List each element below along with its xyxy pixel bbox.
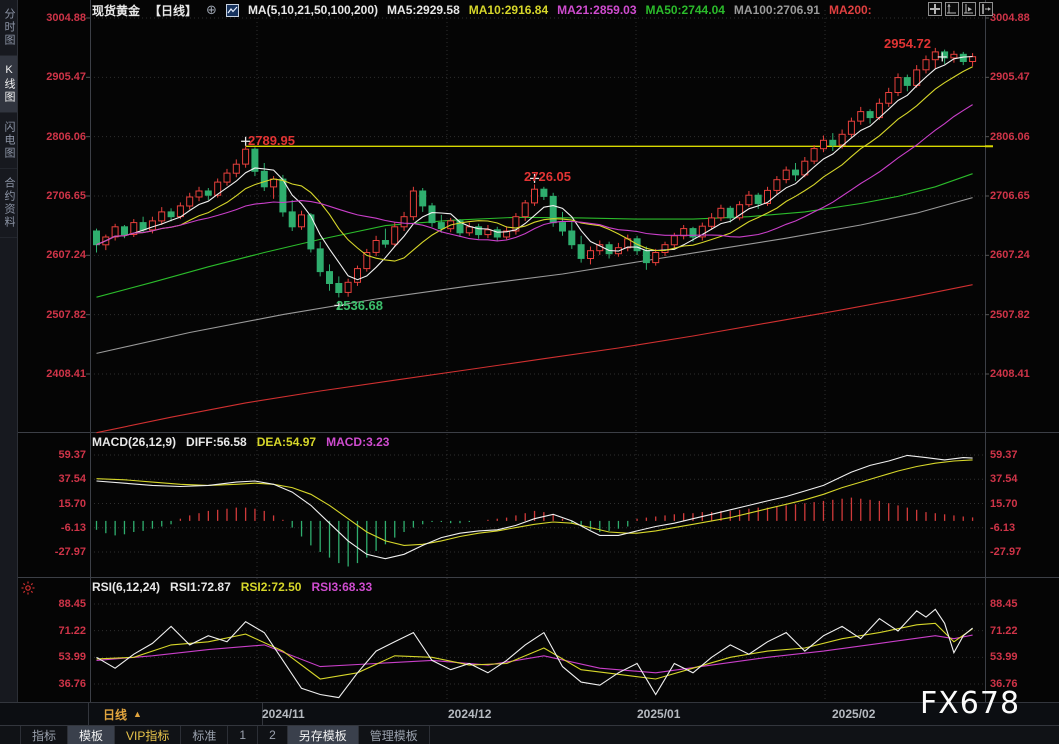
macd-dea-value: DEA:54.97 — [256, 435, 317, 449]
period-label: 日线 — [103, 707, 128, 722]
axis-label: 15.70 — [58, 497, 86, 510]
ma-legend: MA5:2929.58 MA10:2916.84 MA21:2859.03 MA50:… — [387, 3, 872, 17]
rsi2-value: RSI2:72.50 — [240, 580, 302, 594]
axis-label: 2507.82 — [46, 308, 86, 321]
axis-label: 2706.65 — [46, 190, 86, 202]
axis-label: 37.54 — [990, 473, 1018, 486]
toolbar-item-2[interactable]: VIP指标 — [115, 726, 182, 744]
watermark: FX678 — [920, 686, 1021, 721]
sidebar-tab-3[interactable]: 合约资料 — [0, 169, 17, 238]
axis-label: 2607.24 — [46, 249, 86, 262]
axis-label: -27.97 — [990, 546, 1022, 558]
axis-label: 59.37 — [990, 449, 1018, 461]
sidebar-tab-1[interactable]: K线图 — [0, 56, 17, 113]
toolbar-item-6[interactable]: 另存模板 — [287, 726, 359, 744]
sidebar: 分时图 K线图 闪电图 合约资料 — [0, 0, 18, 702]
rsi1-value: RSI1:72.87 — [170, 580, 231, 594]
axis-label: 3004.88 — [46, 12, 86, 24]
axis-label: 36.76 — [58, 678, 86, 690]
ma-legend-item-5: MA200: — [828, 3, 872, 17]
axis-label: 2706.65 — [990, 190, 1030, 202]
axis-label: 59.37 — [58, 449, 86, 461]
axis-scale-left-icon[interactable] — [945, 2, 959, 16]
chart-tools — [928, 2, 993, 16]
sidebar-tab-2[interactable]: 闪电图 — [0, 113, 17, 169]
axis-label: -6.13 — [60, 521, 86, 534]
crosshair-icon[interactable] — [928, 2, 942, 16]
macd-hist-value: MACD:3.23 — [326, 435, 390, 449]
rsi-panel-header: RSI(6,12,24) RSI1:72.87 RSI2:72.50 RSI3:… — [92, 580, 372, 594]
ma-legend-item-2: MA21:2859.03 — [557, 3, 637, 17]
indicator-settings-icon[interactable] — [21, 581, 35, 600]
axis-label: 2408.41 — [990, 368, 1030, 380]
axis-label: 2408.41 — [46, 368, 86, 380]
ma-legend-item-3: MA50:2744.04 — [645, 3, 725, 17]
period-arrow-icon: ▲ — [133, 709, 142, 719]
axis-label: 2806.06 — [46, 130, 86, 143]
toolbar-item-3[interactable]: 标准 — [181, 726, 229, 744]
date-label: 2024/11 — [262, 707, 305, 721]
macd-panel-header: MACD(26,12,9) DIFF:56.58 DEA:54.97 MACD:… — [92, 435, 389, 449]
axis-label: 2607.24 — [990, 249, 1030, 262]
axis-label: 88.45 — [58, 598, 86, 610]
axis-label: 15.70 — [990, 497, 1018, 510]
ma-legend-item-1: MA10:2916.84 — [468, 3, 549, 17]
sidebar-tab-0[interactable]: 分时图 — [0, 0, 17, 56]
axis-label: 3004.88 — [990, 12, 1030, 24]
add-indicator-icon[interactable]: ⊕ — [206, 2, 217, 17]
axis-label: -6.13 — [990, 521, 1016, 534]
bottom-toolbar: 指标 模板 VIP指标 标准 1 2 另存模板 管理模板 — [0, 726, 1059, 744]
axis-label: 2905.47 — [990, 71, 1030, 84]
ma-legend-item-0: MA5:2929.58 — [387, 3, 460, 17]
toolbar-item-0[interactable]: 指标 — [20, 726, 69, 744]
chart-type-icon[interactable] — [225, 3, 239, 17]
macd-diff-value: DIFF:56.58 — [186, 435, 247, 449]
date-label: 2024/12 — [448, 707, 492, 721]
price-annotation-swing-high: 2726.05 — [524, 169, 571, 184]
rsi-title: RSI(6,12,24) — [92, 580, 161, 594]
price-annotation-swing-low: 2536.68 — [336, 298, 383, 313]
toolbar-item-7[interactable]: 管理模板 — [359, 726, 430, 744]
date-label: 2025/01 — [637, 707, 681, 721]
axis-label: 37.54 — [58, 473, 86, 486]
symbol-title: 现货黄金 — [92, 3, 141, 18]
axis-label: 2507.82 — [990, 308, 1030, 321]
rsi3-value: RSI3:68.33 — [311, 580, 373, 594]
axis-label: 2806.06 — [990, 130, 1030, 143]
toolbar-item-4[interactable]: 1 — [228, 726, 259, 744]
price-annotation-record-high: 2954.72 — [884, 36, 931, 51]
axis-scale-right-icon[interactable] — [962, 2, 976, 16]
toolbar-item-5[interactable]: 2 — [258, 726, 288, 744]
axis-label: 88.45 — [990, 598, 1018, 610]
price-annotation-prev-high: 2789.95 — [248, 133, 295, 148]
date-label: 2025/02 — [832, 707, 876, 721]
axis-label: 53.99 — [990, 651, 1018, 664]
macd-title: MACD(26,12,9) — [92, 435, 177, 449]
axis-label: 71.22 — [58, 624, 86, 637]
period-selector[interactable]: 日线 ▲ — [88, 703, 263, 725]
axis-label: 2905.47 — [46, 71, 86, 84]
period-title: 【日线】 — [149, 3, 198, 18]
ma-legend-item-4: MA100:2706.91 — [733, 3, 820, 17]
axis-label: 53.99 — [58, 651, 86, 664]
axis-label: -27.97 — [54, 546, 86, 558]
axis-label: 36.76 — [990, 678, 1018, 690]
legend-bar: 现货黄金 【日线】 ⊕ MA(5,10,21,50,100,200) MA5:2… — [92, 2, 872, 18]
pan-right-icon[interactable] — [979, 2, 993, 16]
axis-label: 71.22 — [990, 624, 1018, 637]
toolbar-item-1[interactable]: 模板 — [68, 726, 116, 744]
time-axis: 日线 ▲ 2024/11 2024/12 2025/01 2025/02 — [0, 702, 1059, 726]
ma-params-label: MA(5,10,21,50,100,200) — [247, 3, 379, 17]
